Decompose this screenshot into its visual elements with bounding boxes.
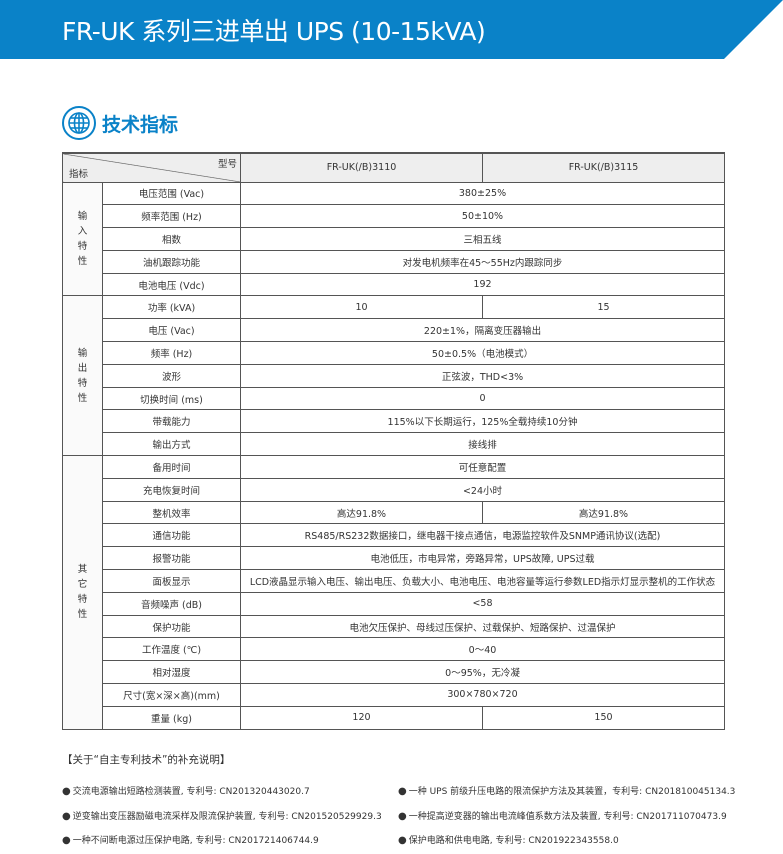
row-label: 通信功能 xyxy=(102,523,241,548)
table-row: 其 它 特 性备用时间 可任意配置 xyxy=(62,455,725,730)
table-row: 重量 (kg) 120 150 xyxy=(63,705,725,730)
model-header: FR-UK(/B)3115 xyxy=(482,152,725,183)
row-value: 三相五线 xyxy=(240,227,725,251)
table-row: 尺寸(宽×深×高)(mm) 300×780×720 xyxy=(63,683,725,707)
table-row: 相对湿度 0～95%，无冷凝 xyxy=(63,660,725,685)
row-label: 频率 (Hz) xyxy=(102,341,241,365)
row-label: 功率 (kVA) xyxy=(102,295,241,320)
row-value: 380±25% xyxy=(240,181,725,206)
row-value: 192 xyxy=(240,272,725,297)
row-label: 电池电压 (Vdc) xyxy=(102,272,241,297)
row-value: 10 xyxy=(240,295,483,320)
table-row: 整机效率 高达91.8% 高达91.8% xyxy=(63,500,725,525)
row-label: 相对湿度 xyxy=(102,660,241,685)
table-row: 频率 (Hz) 50±0.5%（电池模式） xyxy=(63,341,725,365)
row-label: 面板显示 xyxy=(102,569,241,593)
page-title: FR-UK 系列三进单出 UPS (10-15kVA) xyxy=(62,17,486,46)
patent-list-left: 交流电源输出短路检测装置, 专利号: CN2013204430​20.7逆变输出… xyxy=(62,780,382,854)
patent-item: 逆变输出变压器励磁电流采样及限流保护装置, 专利号: CN20152052992… xyxy=(62,805,382,830)
row-value: 可任意配置 xyxy=(240,455,725,479)
row-value: 0～95%，无冷凝 xyxy=(240,660,725,685)
section-title: 技术指标 xyxy=(102,113,179,136)
patent-item: 一种不间断电源过压保护电路, 专利号: CN201721406744.9 xyxy=(62,829,382,854)
row-value: <58 xyxy=(240,591,725,616)
row-value: 电池欠压保护、母线过压保护、过载保护、短路保护、过温保护 xyxy=(240,614,725,639)
row-value: 0～40 xyxy=(240,637,725,662)
table-row: 带载能力 115%以下长期运行，125%全载持续10分钟 xyxy=(63,409,725,434)
row-value: RS485/RS232数据接口，继电器干接点通信，电源监控软件及SNMP通讯协议… xyxy=(240,523,725,548)
table-row: 切换时间 (ms) 0 xyxy=(63,386,725,411)
table-row: 充电恢复时间 <24小时 xyxy=(63,477,725,502)
table-row: 频率范围 (Hz) 50±10% xyxy=(63,204,725,229)
row-label: 工作温度 (℃) xyxy=(102,637,241,662)
row-value: 220±1%，隔离变压器输出 xyxy=(240,318,725,343)
row-value: 对发电机频率在45～55Hz内跟踪同步 xyxy=(240,249,725,274)
row-value: 0 xyxy=(240,386,725,411)
row-label: 音频噪声 (dB) xyxy=(102,591,241,616)
row-value: 高达91.8% xyxy=(482,500,725,525)
row-value: 115%以下长期运行，125%全载持续10分钟 xyxy=(240,409,725,434)
row-label: 带载能力 xyxy=(102,409,241,434)
model-label: 型号 xyxy=(217,159,237,170)
notes-title: 【关于“自主专利技术”的补充说明】 xyxy=(62,754,231,766)
table-row: 相数 三相五线 xyxy=(63,227,725,251)
row-value: LCD液晶显示输入电压、输出电压、负载大小、电池电压、电池容量等运行参数LED指… xyxy=(240,569,725,593)
table-row: 油机跟踪功能 对发电机频率在45～55Hz内跟踪同步 xyxy=(63,249,725,274)
table-row: 电池电压 (Vdc) 192 xyxy=(63,272,725,297)
row-value: 15 xyxy=(482,295,725,320)
group-label: 输 出 特 性 xyxy=(62,295,103,457)
row-value: 接线排 xyxy=(240,432,725,457)
table-row: 电压 (Vac) 220±1%，隔离变压器输出 xyxy=(63,318,725,343)
row-value: 300×780×720 xyxy=(240,683,725,707)
patent-item: 一种 UPS 前级升压电路的限流保护方法及其装置，专利号: CN20181004… xyxy=(398,780,736,805)
row-label: 备用时间 xyxy=(102,455,241,479)
row-label: 尺寸(宽×深×高)(mm) xyxy=(102,683,241,707)
row-value: <24小时 xyxy=(240,477,725,502)
group-label: 输 入 特 性 xyxy=(62,181,103,297)
row-label: 切换时间 (ms) xyxy=(102,386,241,411)
row-label: 频率范围 (Hz) xyxy=(102,204,241,229)
row-value: 高达91.8% xyxy=(240,500,483,525)
row-label: 输出方式 xyxy=(102,432,241,457)
table-row: 输 出 特 性功率 (kVA) 10 15 xyxy=(62,295,725,457)
globe-icon xyxy=(62,106,96,140)
row-value: 120 xyxy=(240,705,483,730)
row-label: 电压范围 (Vac) xyxy=(102,181,241,206)
table-row: 输出方式 接线排 xyxy=(63,432,725,457)
row-value: 150 xyxy=(482,705,725,730)
patent-item: 交流电源输出短路检测装置, 专利号: CN2013204430​20.7 xyxy=(62,780,382,805)
table-row: 工作温度 (℃) 0～40 xyxy=(63,637,725,662)
row-label: 相数 xyxy=(102,227,241,251)
table-row: 音频噪声 (dB) <58 xyxy=(63,591,725,616)
row-value: 50±0.5%（电池模式） xyxy=(240,341,725,365)
group-label: 其 它 特 性 xyxy=(62,455,103,730)
index-label: 指标 xyxy=(69,168,89,180)
section-header: 技术指标 xyxy=(62,106,178,140)
patent-list-right: 一种 UPS 前级升压电路的限流保护方法及其装置，专利号: CN20181004… xyxy=(398,780,736,854)
patent-item: 保护电路和供电电路, 专利号: CN201922343558.0 xyxy=(398,829,735,854)
row-label: 波形 xyxy=(102,363,241,388)
row-label: 重量 (kg) xyxy=(102,705,241,730)
row-label: 油机跟踪功能 xyxy=(102,249,241,274)
table-row: 通信功能 RS485/RS232数据接口，继电器干接点通信，电源监控软件及SNMP… xyxy=(63,523,725,548)
patent-item: 一种提高逆变器的输出电流峰值系数方法及装置, 专利号: CN2017110704… xyxy=(398,805,735,830)
row-label: 保护功能 xyxy=(102,614,241,639)
row-label: 整机效率 xyxy=(102,500,241,525)
row-label: 电压 (Vac) xyxy=(102,318,241,343)
spec-table: 型号指标 FR-UK(/B)3110 FR-UK(/B)3115 输 入 特 性… xyxy=(62,152,725,730)
header-corner: 型号指标 xyxy=(62,152,241,183)
table-row: 面板显示 LCD液晶显示输入电压、输出电压、负载大小、电池电压、电池容量等运行参数… xyxy=(63,569,725,593)
row-label: 报警功能 xyxy=(102,546,241,571)
row-label: 充电恢复时间 xyxy=(102,477,241,502)
table-row: 输 入 特 性电压范围 (Vac) 380±25% xyxy=(62,181,725,297)
table-row: 保护功能 电池欠压保护、母线过压保护、过载保护、短路保护、过温保护 xyxy=(63,614,725,639)
table-row: 报警功能 电池低压，市电异常，旁路异常，UPS故障, UPS过载 xyxy=(63,546,725,571)
row-value: 电池低压，市电异常，旁路异常，UPS故障, UPS过载 xyxy=(240,546,725,571)
row-value: 正弦波，THD<3% xyxy=(240,363,725,388)
row-value: 50±10% xyxy=(240,204,725,229)
table-row: 波形 正弦波，THD<3% xyxy=(63,363,725,388)
title-banner: FR-UK 系列三进单出 UPS (10-15kVA) xyxy=(0,0,783,59)
model-header: FR-UK(/B)3110 xyxy=(240,152,483,183)
